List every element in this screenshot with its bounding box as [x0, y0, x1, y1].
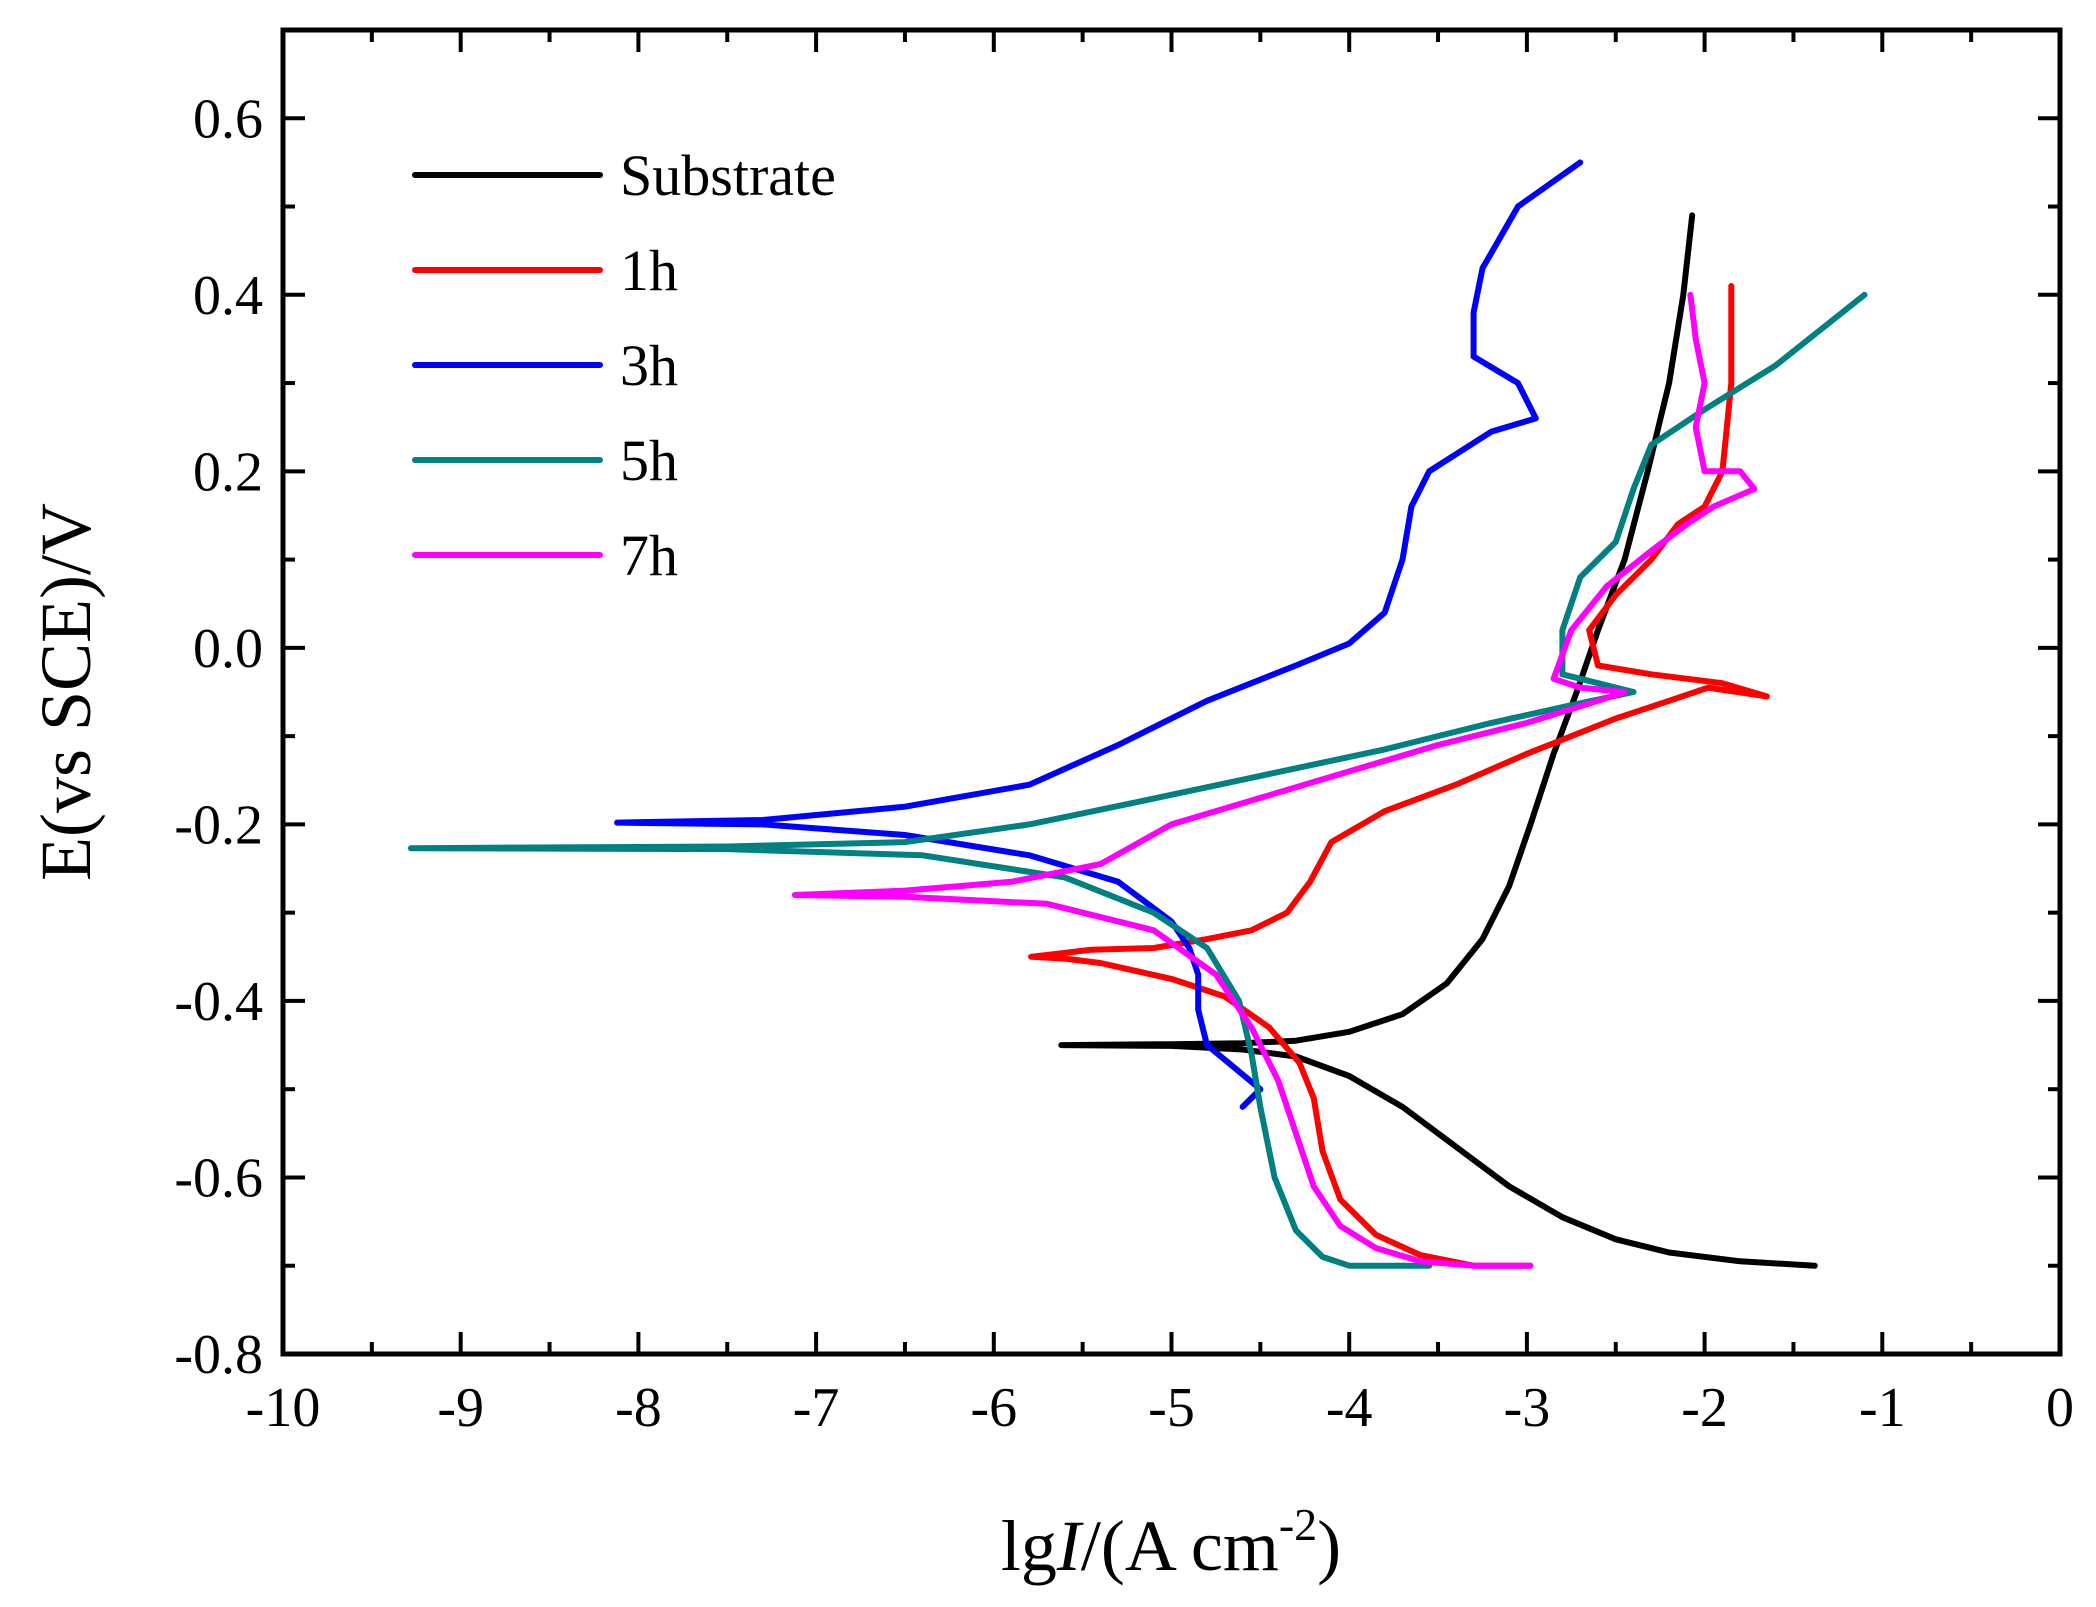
x-tick-label: 0: [2046, 1377, 2074, 1439]
legend: Substrate 1h 3h 5h 7h: [412, 143, 836, 588]
y-tick-label: -0.2: [174, 794, 263, 856]
series-line-3h: [614, 159, 1584, 1110]
series-line-1h: [1028, 283, 1770, 1269]
series-line-substrate: [1058, 212, 1818, 1269]
x-tick-label: -6: [970, 1377, 1017, 1439]
x-axis-title: lgI/(A cm-2): [1001, 1499, 1341, 1586]
y-tick-label: -0.6: [174, 1147, 263, 1209]
y-tick-label: 0.6: [193, 88, 263, 150]
series-line-7h: [791, 291, 1758, 1269]
x-tick-label: -2: [1681, 1377, 1728, 1439]
x-tick-label: -9: [437, 1377, 484, 1439]
series-line-5h: [407, 291, 1868, 1269]
tick-labels-layer: -10 -9 -8 -7 -6 -5 -4 -3 -2 -1 0-0.8-0.6-0.4-0.20.…: [174, 88, 2074, 1439]
legend-label-5h: 5h: [620, 428, 678, 493]
x-tick-label: -3: [1504, 1377, 1551, 1439]
x-tick-label: -1: [1859, 1377, 1906, 1439]
legend-label-1h: 1h: [620, 238, 678, 303]
x-tick-label: -4: [1326, 1377, 1373, 1439]
y-tick-label: 0.2: [193, 441, 263, 503]
y-tick-label: -0.8: [174, 1324, 263, 1386]
curves-layer: [407, 159, 1868, 1269]
x-tick-label: -10: [246, 1377, 321, 1439]
ticks-layer: [281, 28, 2062, 1356]
x-tick-label: -7: [793, 1377, 840, 1439]
x-tick-label: -8: [615, 1377, 662, 1439]
legend-label-3h: 3h: [620, 333, 678, 398]
legend-label-substrate: Substrate: [620, 143, 836, 208]
legend-label-7h: 7h: [620, 523, 678, 588]
x-tick-label: -5: [1148, 1377, 1195, 1439]
y-tick-label: 0.0: [193, 618, 263, 680]
y-tick-label: -0.4: [174, 971, 263, 1033]
y-tick-label: 0.4: [193, 265, 263, 327]
y-axis-title: E(vs SCE)/V: [26, 503, 106, 881]
